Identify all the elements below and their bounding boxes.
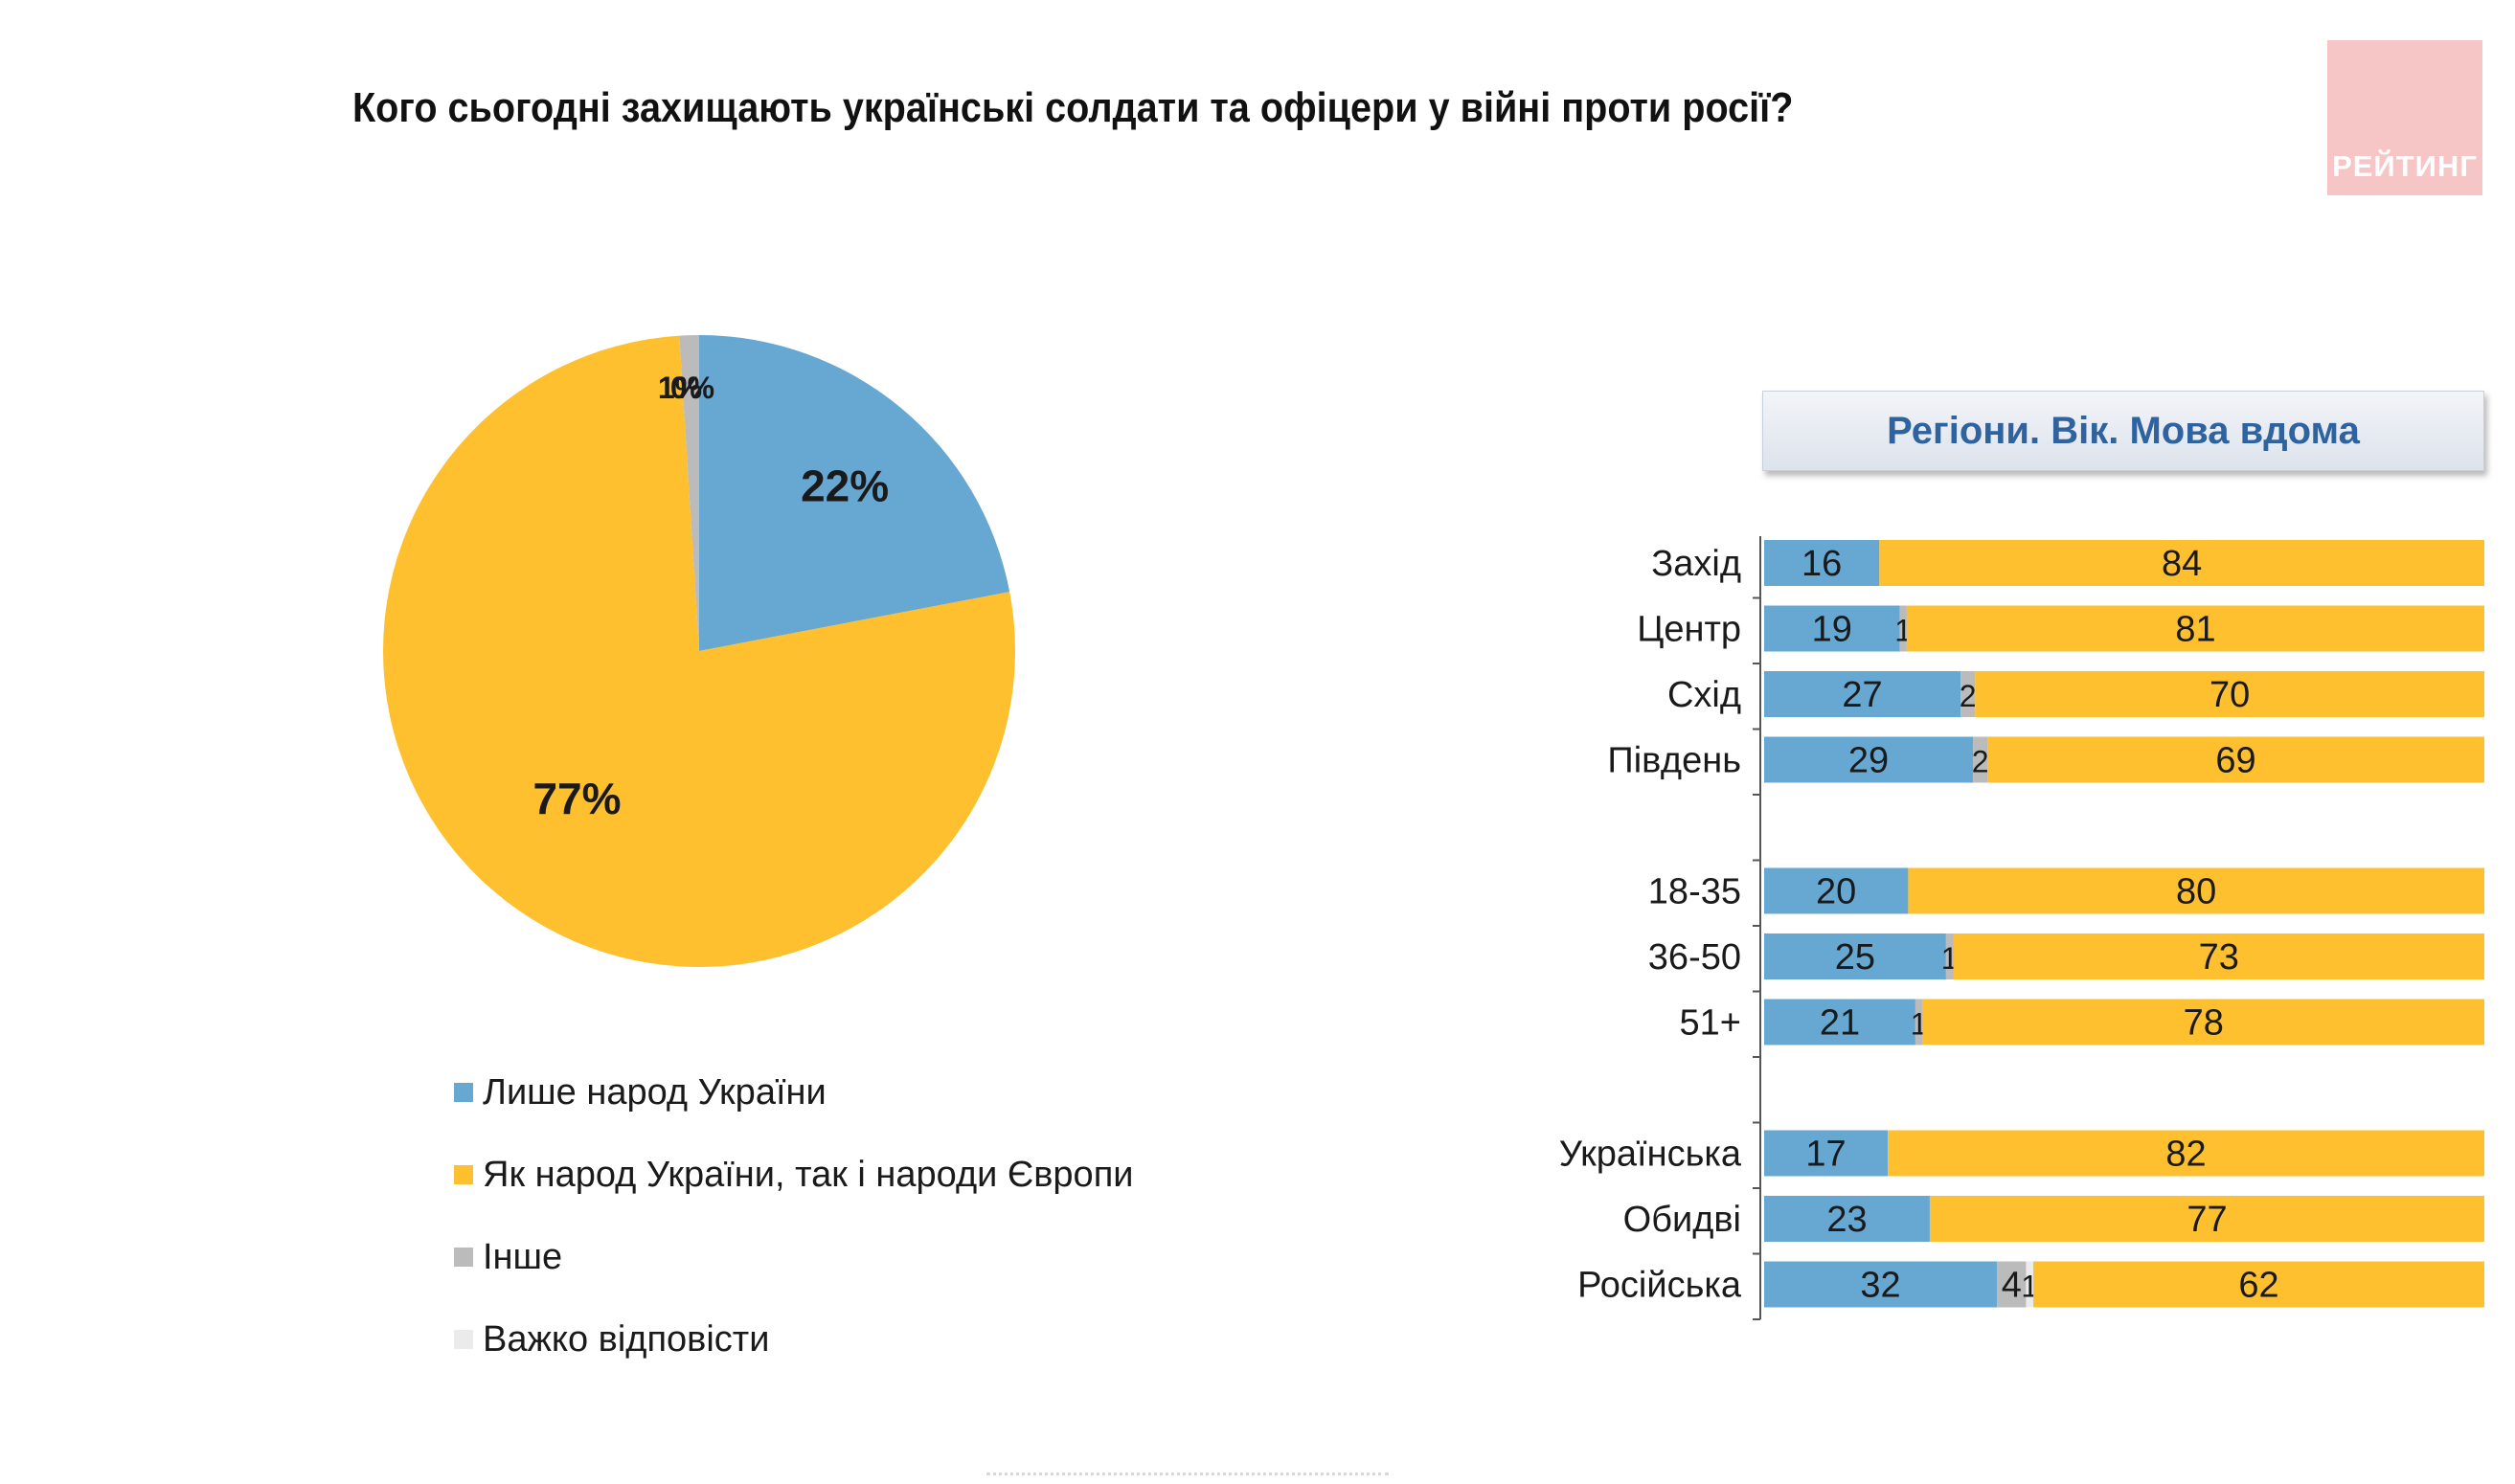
legend-label: Як народ України, так і народи Європи (483, 1154, 1134, 1195)
bar-value-label: 32 (1860, 1266, 1900, 1306)
bar-segment-ukraine-and-europe (1975, 671, 2484, 717)
bar-value-label: 2 (1972, 745, 1989, 779)
pie-slice-ukraine-only (699, 335, 1010, 651)
pie-label: 22% (801, 461, 889, 510)
legend-label: Важко відповісти (483, 1318, 770, 1360)
bar-value-label: 78 (2184, 1003, 2224, 1044)
legend-item-hard-to-say: Важко відповісти (454, 1298, 1134, 1381)
bar-segment-ukraine-and-europe (1922, 999, 2484, 1046)
bar-category-label: Обидві (1623, 1200, 1741, 1240)
rating-logo: РЕЙТИНГ (2327, 40, 2482, 195)
pie-label: 1% (658, 371, 702, 405)
bar-value-label: 2 (1960, 679, 1977, 713)
pie-slice-ukraine-and-europe (382, 335, 1015, 968)
footer-divider (986, 1473, 1389, 1481)
bar-value-label: 16 (1801, 544, 1842, 584)
bar-segment-ukraine-only (1764, 1261, 1998, 1308)
bar-segment-ukraine-only (1764, 867, 1909, 914)
bar-segment-other (1997, 1261, 2027, 1308)
bar-segment-ukraine-only (1764, 671, 1961, 717)
bar-segment-ukraine-and-europe (1908, 867, 2484, 914)
bar-segment-ukraine-and-europe (1929, 1196, 2484, 1242)
bar-category-label: 51+ (1680, 1003, 1741, 1044)
bar-category-label: Російська (1577, 1266, 1742, 1306)
pie-chart: 22% 77% 1%0% (382, 335, 1015, 968)
pie-slice-other (679, 335, 699, 651)
bar-value-label: 17 (1805, 1135, 1846, 1175)
bar-segment-ukraine-and-europe (1987, 736, 2484, 783)
section-header: Регіони. Вік. Мова вдома (1762, 391, 2484, 471)
bar-value-label: 81 (2175, 610, 2215, 650)
bar-segment-hard-to-say (2026, 1261, 2034, 1308)
logo-text: РЕЙТИНГ (2332, 149, 2478, 183)
bar-category-label: 36-50 (1648, 937, 1741, 978)
bar-segment-ukraine-and-europe (1953, 933, 2484, 979)
chart-title: Кого сьогодні захищають українські солда… (352, 84, 1794, 131)
bar-value-label: 84 (2162, 544, 2202, 584)
legend-swatch-yellow (454, 1165, 473, 1184)
bar-segment-ukraine-only (1764, 736, 1974, 783)
bar-value-label: 77 (2186, 1200, 2227, 1240)
bar-value-label: 23 (1826, 1200, 1867, 1240)
bar-value-label: 69 (2215, 741, 2255, 781)
bar-segment-other (1899, 605, 1907, 652)
legend-swatch-gray (454, 1248, 473, 1267)
legend-item-ukraine-only: Лише народ України (454, 1051, 1134, 1134)
bar-segment-ukraine-and-europe (1888, 1130, 2484, 1177)
bar-segment-ukraine-only (1764, 1196, 1930, 1242)
bar-segment-ukraine-and-europe (2033, 1261, 2484, 1308)
legend-swatch-blue (454, 1083, 473, 1102)
bar-value-label: 70 (2209, 675, 2250, 715)
bar-value-label: 21 (1820, 1003, 1860, 1044)
bar-category-label: 18-35 (1648, 872, 1741, 912)
bar-category-label: Схід (1667, 675, 1741, 715)
bar-value-label: 20 (1816, 872, 1856, 912)
bar-segment-ukraine-only (1764, 933, 1946, 979)
legend-label: Інше (483, 1236, 563, 1277)
bar-segment-ukraine-and-europe (1879, 540, 2484, 586)
bar-segment-other (1915, 999, 1923, 1046)
bar-segment-ukraine-only (1764, 999, 1915, 1046)
bar-category-label: Українська (1559, 1135, 1742, 1175)
bar-value-label: 25 (1835, 937, 1875, 978)
bar-category-label: Південь (1607, 741, 1741, 781)
legend-swatch-lightgray (454, 1330, 473, 1349)
bar-value-label: 29 (1848, 741, 1889, 781)
bar-segment-ukraine-only (1764, 540, 1880, 586)
bar-value-label: 27 (1842, 675, 1882, 715)
bar-value-label: 80 (2176, 872, 2216, 912)
bar-value-label: 62 (2238, 1266, 2278, 1306)
bar-category-label: Захід (1651, 544, 1741, 584)
bar-segment-other (1973, 736, 1988, 783)
bar-value-label: 73 (2199, 937, 2239, 978)
bar-value-label: 19 (1812, 610, 1852, 650)
pie-legend: Лише народ України Як народ України, так… (454, 1051, 1134, 1381)
legend-item-ukraine-and-europe: Як народ України, так і народи Європи (454, 1134, 1134, 1216)
legend-label: Лише народ України (483, 1071, 827, 1113)
bar-segment-ukraine-and-europe (1906, 605, 2484, 652)
section-header-label: Регіони. Вік. Мова вдома (1887, 409, 2360, 452)
bar-value-label: 82 (2165, 1135, 2206, 1175)
bar-segment-other (1945, 933, 1954, 979)
bar-category-label: Центр (1637, 610, 1741, 650)
pie-label: 77% (532, 774, 621, 823)
bar-value-label: 4 (2002, 1266, 2022, 1306)
bar-segment-ukraine-only (1764, 1130, 1889, 1177)
legend-item-other: Інше (454, 1216, 1134, 1298)
pie-label: 0% (670, 371, 714, 405)
bar-segment-other (1960, 671, 1976, 717)
bar-segment-ukraine-only (1764, 605, 1900, 652)
